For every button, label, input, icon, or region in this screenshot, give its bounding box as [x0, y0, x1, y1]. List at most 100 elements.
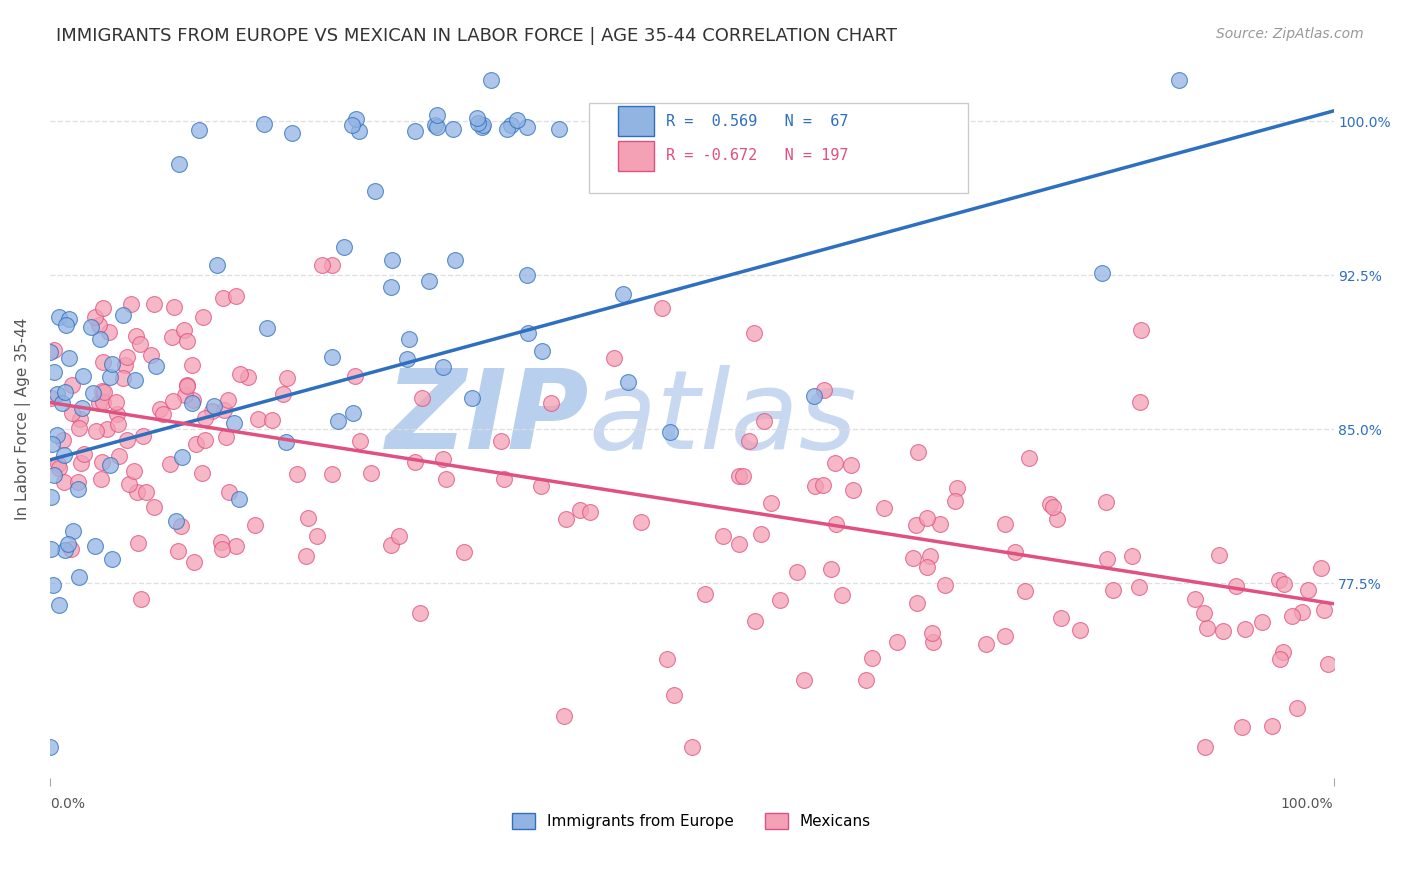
Point [46, 427, 69, 442]
Point [695, 587, 717, 601]
Point [149, 401, 172, 416]
Point [479, 73, 502, 87]
Point [921, 626, 943, 640]
Point [1313, 603, 1336, 617]
Point [225, 540, 247, 554]
Point [831, 588, 853, 602]
Point [842, 483, 865, 497]
Point [934, 578, 956, 592]
Point [100, 357, 122, 371]
Point [41, 437, 63, 451]
Point [176, 379, 198, 393]
Point [51, 395, 73, 409]
Point [125, 484, 148, 499]
Point [191, 310, 214, 325]
Point [225, 289, 247, 303]
Point [1310, 560, 1333, 574]
Point [174, 388, 197, 402]
Point [212, 402, 235, 417]
Point [388, 529, 411, 543]
Point [125, 328, 148, 343]
Point [89, 332, 111, 346]
Point [728, 469, 751, 483]
Point [46, 387, 69, 401]
Point [215, 430, 238, 444]
Point [1095, 552, 1118, 566]
Point [212, 291, 235, 305]
Point [1272, 645, 1295, 659]
Point [1130, 323, 1153, 337]
Point [160, 329, 183, 343]
Point [87, 318, 110, 333]
Point [55, 318, 77, 333]
Bar [619, 141, 654, 171]
Point [1129, 395, 1152, 409]
Point [1069, 623, 1091, 637]
Point [409, 607, 432, 621]
Point [188, 123, 211, 137]
Point [1004, 545, 1026, 559]
Point [181, 396, 204, 410]
Point [104, 394, 127, 409]
Point [396, 351, 419, 366]
Point [630, 515, 652, 529]
Point [731, 469, 754, 483]
Point [58, 311, 80, 326]
Point [651, 301, 673, 315]
Point [321, 351, 343, 365]
Point [728, 537, 751, 551]
Point [662, 688, 685, 702]
Point [432, 360, 454, 375]
Point [52, 433, 75, 447]
Point [1272, 577, 1295, 591]
Legend: Immigrants from Europe, Mexicans: Immigrants from Europe, Mexicans [506, 807, 877, 835]
Point [305, 529, 328, 543]
Point [381, 252, 404, 267]
Point [655, 652, 678, 666]
Point [83, 539, 105, 553]
Point [53, 385, 76, 400]
Point [91, 355, 114, 369]
Point [1194, 606, 1216, 620]
Point [152, 407, 174, 421]
Point [281, 126, 304, 140]
Point [276, 371, 298, 385]
Point [82, 386, 104, 401]
Point [295, 549, 318, 563]
Text: R = -0.672   N = 197: R = -0.672 N = 197 [666, 148, 848, 163]
Point [117, 477, 139, 491]
Point [143, 500, 166, 515]
Text: R =  0.569   N =  67: R = 0.569 N = 67 [666, 114, 848, 129]
Point [920, 549, 942, 563]
Bar [619, 106, 654, 136]
Point [1294, 781, 1316, 796]
Point [321, 467, 343, 481]
Point [824, 516, 846, 531]
Point [738, 434, 761, 449]
Point [53, 542, 76, 557]
Point [813, 383, 835, 397]
Point [404, 123, 426, 137]
Point [191, 466, 214, 480]
Point [994, 516, 1017, 531]
Point [217, 392, 239, 407]
Point [773, 128, 796, 143]
Point [112, 371, 135, 385]
Point [80, 319, 103, 334]
Point [209, 535, 232, 549]
Point [465, 111, 488, 125]
Point [167, 543, 190, 558]
Point [612, 287, 634, 301]
Point [824, 456, 846, 470]
Point [228, 492, 250, 507]
Point [271, 387, 294, 401]
Point [945, 494, 967, 508]
Point [262, 412, 284, 426]
Point [360, 467, 382, 481]
Point [803, 389, 825, 403]
Point [194, 433, 217, 447]
Point [426, 108, 449, 122]
Point [167, 157, 190, 171]
Point [84, 424, 107, 438]
Point [41, 490, 63, 504]
